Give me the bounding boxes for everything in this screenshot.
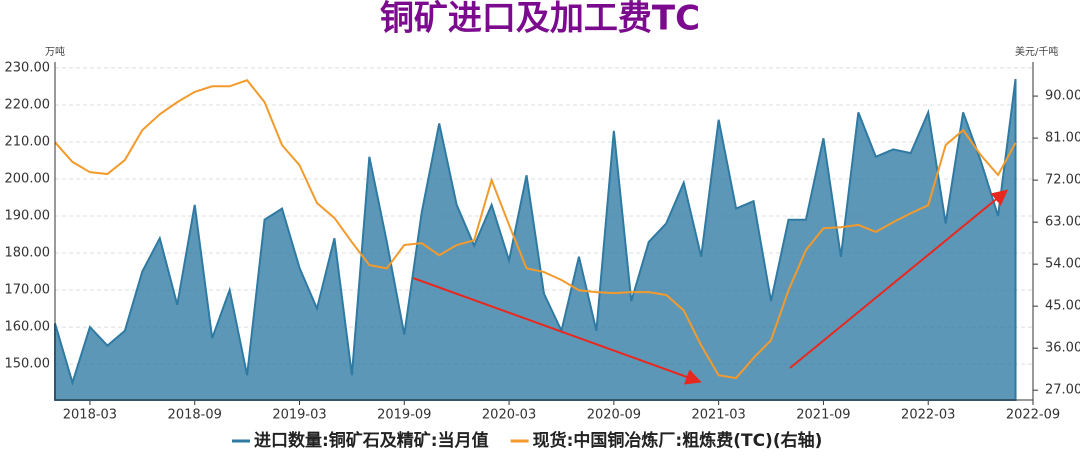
- x-tick-label: 2019-09: [377, 408, 431, 423]
- y2-tick-label: 27.00: [1045, 383, 1080, 398]
- y2-unit: 美元/千吨: [1015, 45, 1058, 58]
- x-tick-label: 2018-03: [63, 408, 117, 423]
- y-tick-label: 170.00: [5, 283, 51, 298]
- y-tick-label: 150.00: [5, 357, 51, 372]
- x-tick-label: 2020-03: [482, 408, 536, 423]
- x-tick-label: 2021-03: [691, 408, 745, 423]
- y-tick-label: 220.00: [5, 97, 51, 112]
- trend-arrow: [789, 189, 1009, 369]
- x-tick-label: 2020-09: [587, 408, 641, 423]
- y-tick-label: 210.00: [5, 134, 51, 149]
- y2-tick-label: 36.00: [1045, 341, 1080, 356]
- trend-arrow: [412, 277, 702, 385]
- y-tick-label: 200.00: [5, 171, 51, 186]
- y-tick-label: 180.00: [5, 246, 51, 261]
- legend-label: 进口数量:铜矿石及精矿:当月值: [254, 430, 489, 451]
- x-tick-label: 2022-09: [1006, 408, 1060, 423]
- x-tick-label: 2019-03: [272, 408, 326, 423]
- legend-label: 现货:中国铜冶炼厂:粗炼费(TC)(右轴): [533, 430, 823, 451]
- y-tick-label: 190.00: [5, 209, 51, 224]
- chart-title: 铜矿进口及加工费TC: [380, 0, 700, 39]
- y-tick-label: 160.00: [5, 320, 51, 335]
- x-tick-label: 2018-09: [168, 408, 222, 423]
- y2-tick-label: 81.00: [1045, 131, 1080, 146]
- y2-tick-label: 90.00: [1045, 89, 1080, 104]
- area: [54, 78, 1017, 401]
- line: [54, 79, 1017, 380]
- y2-tick-label: 72.00: [1045, 173, 1080, 188]
- y2-tick-label: 63.00: [1045, 215, 1080, 230]
- x-tick-label: 2022-03: [901, 408, 955, 423]
- y-tick-label: 230.00: [5, 60, 51, 75]
- x-tick-label: 2021-09: [796, 408, 850, 423]
- y2-tick-label: 54.00: [1045, 257, 1080, 272]
- y-unit: 万吨: [45, 45, 65, 58]
- y2-tick-label: 45.00: [1045, 299, 1080, 314]
